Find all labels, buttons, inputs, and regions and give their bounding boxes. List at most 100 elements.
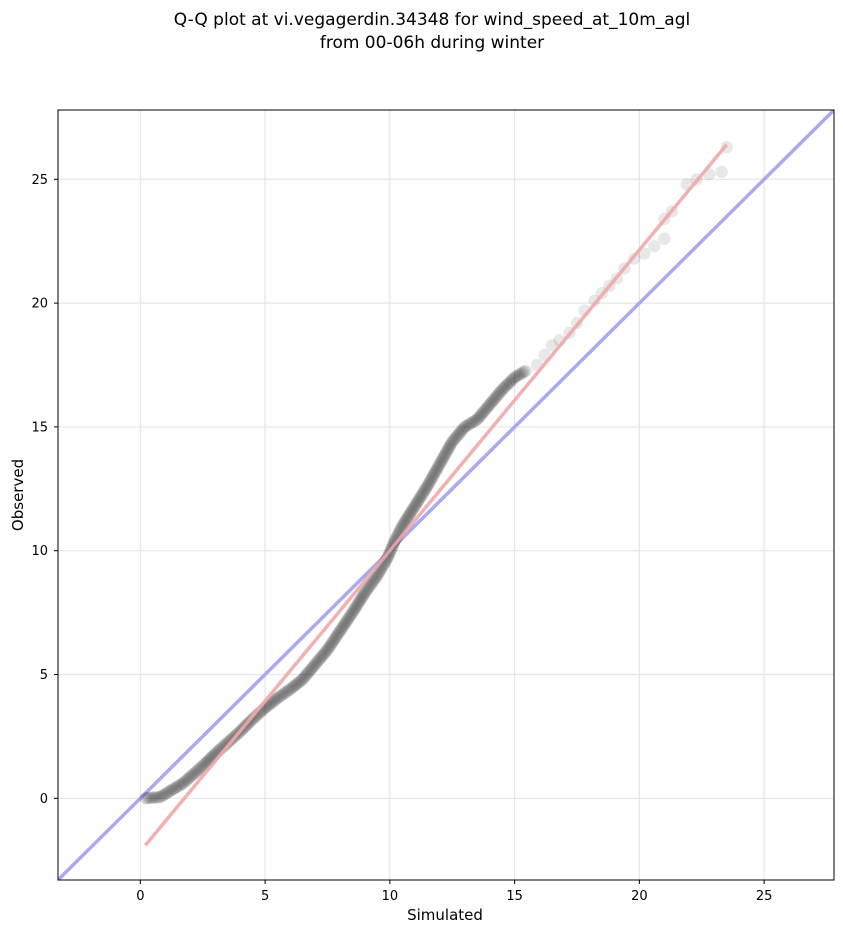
quantile-point-190 [359, 585, 373, 598]
quantile-point-312 [461, 419, 474, 432]
quantile-point-146 [321, 643, 334, 656]
quantile-point-101 [268, 693, 282, 707]
quantile-point-336 [488, 392, 502, 405]
quantile-point-309 [457, 421, 470, 435]
quantile-point-40 [195, 760, 208, 774]
quantile-point-129 [303, 664, 317, 677]
quantile-point-262 [417, 485, 431, 498]
quantile-point-23 [173, 778, 187, 792]
quantile-point-320 [472, 412, 485, 425]
quantile-point-339 [491, 388, 505, 401]
quantile-point-317 [468, 414, 481, 428]
quantile-point-24 [175, 778, 188, 791]
quantile-point-344 [497, 382, 510, 395]
quantile-point-172 [344, 609, 357, 622]
plot-frame [57, 109, 835, 881]
quantile-point-274 [427, 468, 440, 482]
quantile-point-331 [483, 398, 496, 411]
quantile-point-105 [274, 689, 287, 703]
quantile-point-254 [411, 495, 424, 509]
quantile-point-147 [322, 642, 335, 655]
quantile-point-14 [161, 786, 174, 799]
quantile-point-245 [403, 507, 417, 521]
quantile-point-288 [438, 449, 451, 462]
quantile-point-319 [470, 413, 484, 426]
quantile-point-329 [481, 400, 494, 414]
quantile-point-108 [278, 687, 291, 700]
y-tick-label-3: 15 [31, 420, 48, 435]
quantile-point-349 [502, 376, 516, 390]
quantile-point-284 [435, 455, 448, 468]
quantile-point-292 [441, 443, 454, 457]
y-axis-label: Observed [9, 459, 27, 531]
quantile-point-267 [421, 478, 435, 492]
quantile-point-239 [398, 515, 412, 529]
quantile-point-305 [453, 426, 466, 440]
quantile-point-266 [421, 480, 434, 493]
quantile-point-179 [350, 599, 363, 613]
quantile-point-297 [445, 436, 458, 450]
quantile-point-19 [168, 782, 181, 795]
quantile-point-174 [346, 606, 359, 619]
quantile-point-134 [308, 658, 322, 671]
quantile-point-264 [419, 482, 432, 496]
quantile-point-165 [338, 618, 351, 631]
quantile-point-182 [352, 595, 366, 609]
quantile-point-370 [588, 294, 601, 307]
quantile-point-191 [360, 583, 374, 597]
quantile-point-161 [334, 623, 348, 637]
quantile-point-163 [336, 620, 349, 634]
quantile-point-294 [442, 441, 456, 454]
quantile-point-196 [365, 577, 378, 590]
quantile-point-180 [351, 598, 364, 611]
quantile-point-189 [358, 586, 372, 599]
quantile-point-10 [155, 789, 168, 803]
quantile-point-115 [287, 680, 300, 693]
quantile-point-341 [493, 386, 507, 399]
quantile-point-8 [152, 790, 165, 804]
x-tick-label-2: 10 [382, 889, 399, 904]
quantile-point-39 [194, 761, 207, 775]
quantile-point-1 [140, 791, 154, 805]
quantile-point-176 [347, 603, 361, 617]
grid-lines [58, 110, 834, 880]
quantile-point-35 [189, 766, 202, 779]
quantile-point-4 [145, 791, 159, 804]
quantile-point-17 [165, 783, 178, 797]
quantile-point-282 [433, 457, 446, 471]
quantile-point-306 [454, 425, 467, 439]
quantile-point-348 [501, 377, 515, 391]
quantile-point-361 [518, 365, 531, 378]
quantile-point-286 [436, 452, 450, 465]
quantile-point-295 [443, 439, 457, 453]
quantile-point-281 [432, 459, 446, 472]
quantile-point-301 [449, 431, 462, 445]
quantile-point-335 [487, 393, 501, 406]
quantile-point-362 [519, 364, 532, 377]
quantile-point-42 [197, 758, 211, 771]
quantile-point-236 [396, 519, 409, 533]
quantile-point-183 [353, 594, 367, 607]
quantile-point-192 [361, 582, 374, 595]
quantile-point-355 [509, 370, 523, 383]
quantile-point-167 [339, 615, 353, 629]
quantile-point-20 [169, 781, 183, 794]
quantile-point-316 [466, 415, 480, 429]
quantile-point-29 [181, 772, 194, 786]
x-tick-label-3: 15 [506, 889, 523, 904]
quantile-point-158 [331, 627, 345, 641]
quantile-point-186 [356, 590, 369, 603]
y-tick-label-1: 5 [40, 668, 48, 683]
quantile-point-240 [399, 514, 412, 527]
chart-title: Q-Q plot at vi.vegagerdin.34348 for wind… [174, 10, 690, 30]
quantile-point-150 [324, 638, 338, 651]
quantile-point-145 [320, 644, 333, 658]
quantile-point-36 [190, 765, 203, 778]
quantile-point-255 [411, 494, 425, 508]
fit-line [143, 143, 729, 847]
quantile-point-128 [302, 665, 315, 679]
quantile-point-135 [309, 657, 323, 670]
quantile-point-21 [171, 780, 184, 793]
quantile-point-378 [658, 232, 671, 245]
quantile-point-0 [139, 792, 152, 805]
